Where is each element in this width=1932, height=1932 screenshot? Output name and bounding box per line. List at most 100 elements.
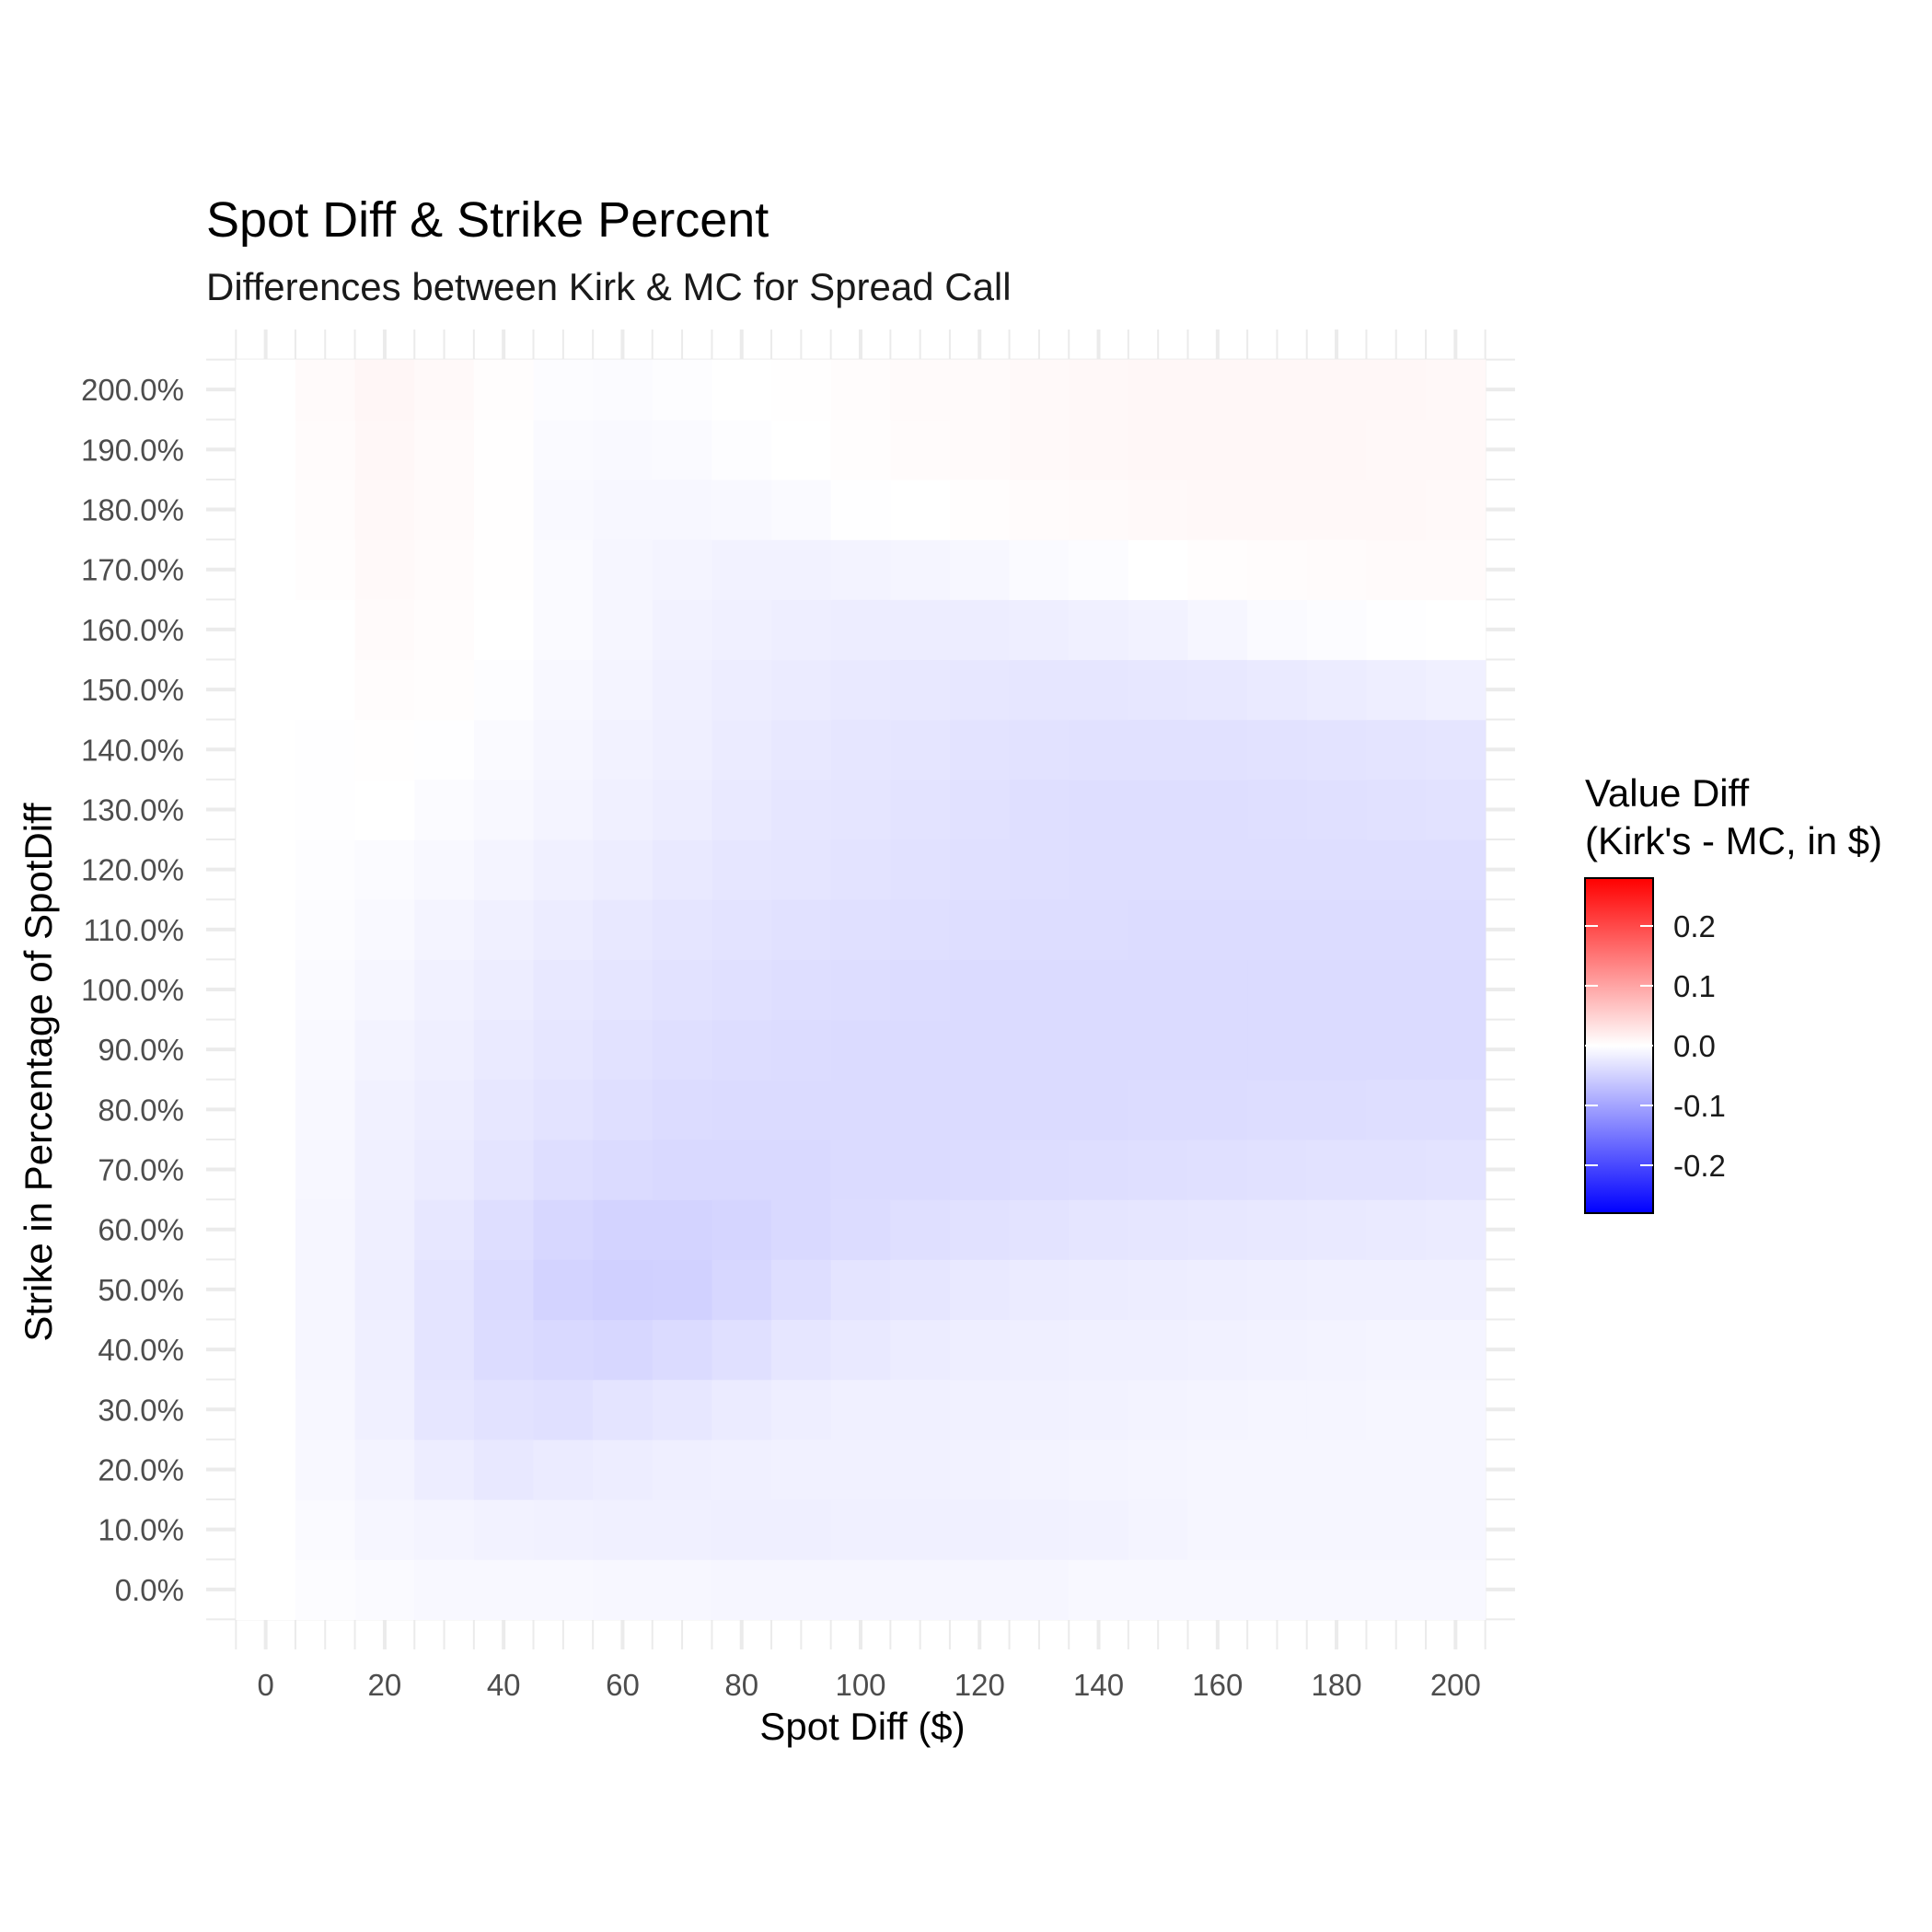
heatmap-cell	[1366, 719, 1427, 781]
legend-tick-label: 0.1	[1673, 969, 1716, 1003]
y-tick-label: 20.0%	[98, 1452, 184, 1487]
heatmap-cell	[652, 899, 713, 961]
heatmap-cell	[533, 1259, 594, 1321]
heatmap-cell	[414, 479, 475, 540]
heatmap-cell	[890, 539, 951, 600]
heatmap-cell	[1009, 659, 1070, 721]
heatmap-cell	[771, 479, 832, 540]
heatmap-cell	[1069, 1319, 1129, 1381]
heatmap-cell	[652, 659, 713, 721]
heatmap-cell	[414, 719, 475, 781]
heatmap-cell	[1306, 599, 1368, 661]
heatmap-cell	[890, 1499, 951, 1560]
heatmap-cell	[711, 419, 772, 480]
heatmap-cell	[1247, 479, 1308, 540]
heatmap-cell	[533, 1199, 594, 1260]
heatmap-cell	[1247, 779, 1308, 840]
heatmap-cell	[414, 359, 475, 421]
heatmap-cell	[354, 1259, 415, 1321]
heatmap-cell	[771, 659, 832, 721]
heatmap-cell	[1069, 959, 1129, 1021]
heatmap-cell	[473, 1079, 535, 1140]
heatmap-cell	[295, 1259, 356, 1321]
heatmap-cell	[1128, 1559, 1189, 1621]
heatmap-cell	[771, 1139, 832, 1200]
heatmap-cell	[1366, 419, 1427, 480]
heatmap-cell	[1247, 959, 1308, 1021]
heatmap-cell	[1128, 1079, 1189, 1140]
heatmap-cell	[1069, 359, 1129, 421]
heatmap-cell	[473, 839, 535, 900]
heatmap-cell	[1069, 599, 1129, 661]
heatmap-cell	[890, 599, 951, 661]
heatmap-cell	[711, 479, 772, 540]
heatmap-cell	[771, 1079, 832, 1140]
heatmap-cell	[1009, 899, 1070, 961]
heatmap-cell	[1187, 899, 1248, 961]
heatmap-cell	[473, 1139, 535, 1200]
heatmap-cell	[1426, 839, 1487, 900]
heatmap-cell	[1069, 1139, 1129, 1200]
heatmap-cell	[949, 1079, 1011, 1140]
heatmap-cell	[1187, 479, 1248, 540]
heatmap-cell	[1426, 419, 1487, 480]
heatmap-cell	[1009, 719, 1070, 781]
heatmap-cell	[711, 1259, 772, 1321]
heatmap-cell	[949, 1439, 1011, 1500]
heatmap-cells	[236, 359, 1487, 1621]
heatmap-cell	[949, 599, 1011, 661]
heatmap-cell	[1187, 539, 1248, 600]
heatmap-cell	[1128, 899, 1189, 961]
heatmap-cell	[949, 359, 1011, 421]
heatmap-cell	[949, 1019, 1011, 1081]
y-tick-label: 160.0%	[81, 613, 184, 647]
heatmap-cell	[236, 779, 296, 840]
heatmap-cell	[354, 659, 415, 721]
heatmap-cell	[652, 1199, 713, 1260]
x-tick-label: 160	[1192, 1668, 1243, 1702]
x-tick-label: 40	[487, 1668, 521, 1702]
heatmap-cell	[652, 539, 713, 600]
heatmap-cell	[1306, 839, 1368, 900]
heatmap-cell	[1009, 539, 1070, 600]
heatmap-cell	[1128, 1019, 1189, 1081]
heatmap-cell	[1426, 1499, 1487, 1560]
heatmap-cell	[949, 539, 1011, 600]
y-tick-label: 180.0%	[81, 493, 184, 527]
heatmap-cell	[1009, 1079, 1070, 1140]
heatmap-cell	[890, 1139, 951, 1200]
heatmap-cell	[1366, 1079, 1427, 1140]
heatmap-cell	[652, 1079, 713, 1140]
heatmap-cell	[771, 1259, 832, 1321]
heatmap-cell	[1426, 779, 1487, 840]
heatmap-cell	[236, 899, 296, 961]
y-tick-label: 190.0%	[81, 433, 184, 467]
heatmap-cell	[949, 419, 1011, 480]
heatmap-cell	[295, 779, 356, 840]
heatmap-cell	[652, 1259, 713, 1321]
heatmap-cell	[949, 899, 1011, 961]
heatmap-cell	[1366, 899, 1427, 961]
heatmap-cell	[1247, 1559, 1308, 1621]
heatmap-cell	[533, 1079, 594, 1140]
heatmap-cell	[1187, 1559, 1248, 1621]
heatmap-cell	[236, 539, 296, 600]
heatmap-cell	[711, 899, 772, 961]
heatmap-cell	[236, 1199, 296, 1260]
heatmap-cell	[1009, 1019, 1070, 1081]
heatmap-cell	[771, 1499, 832, 1560]
heatmap-cell	[236, 1439, 296, 1500]
heatmap-cell	[949, 719, 1011, 781]
heatmap-cell	[236, 419, 296, 480]
heatmap-cell	[533, 1019, 594, 1081]
heatmap-cell	[473, 659, 535, 721]
heatmap-cell	[1069, 1499, 1129, 1560]
heatmap-cell	[1187, 419, 1248, 480]
heatmap-cell	[295, 899, 356, 961]
heatmap-cell	[1306, 1199, 1368, 1260]
x-tick-label: 60	[606, 1668, 640, 1702]
heatmap-cell	[1306, 1559, 1368, 1621]
heatmap-cell	[1187, 359, 1248, 421]
heatmap-cell	[1009, 1439, 1070, 1500]
